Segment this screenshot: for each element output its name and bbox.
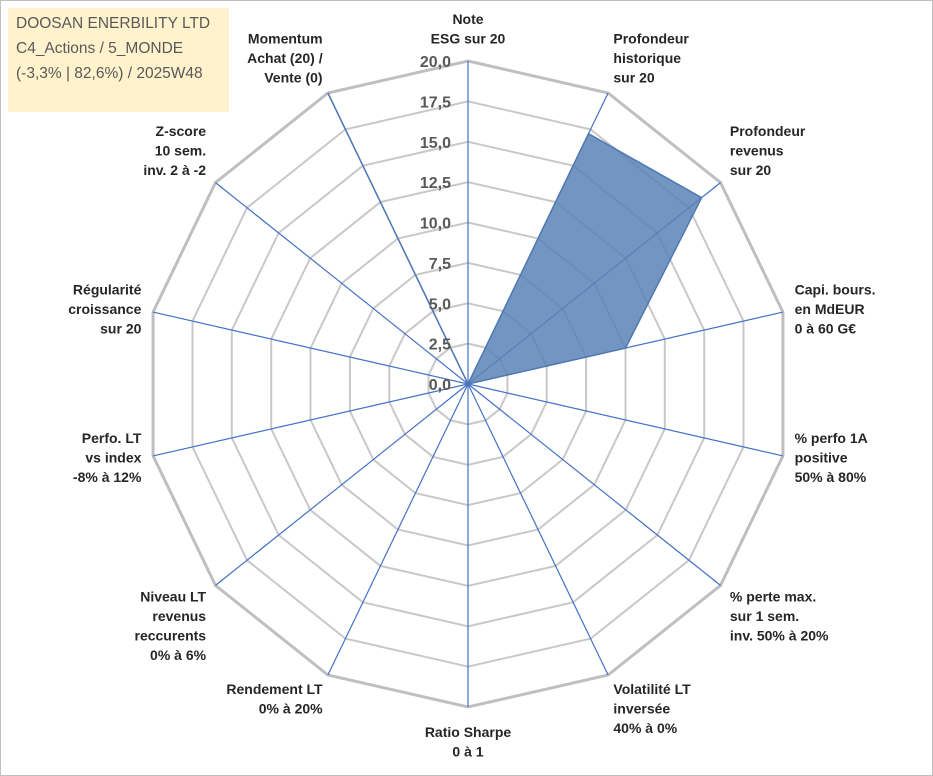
radial-tick-label: 17,5 xyxy=(420,94,451,111)
radial-tick-label: 20,0 xyxy=(420,54,451,71)
radial-tick-label: 7,5 xyxy=(429,256,451,273)
axis-label: Perfo. LT vs index -8% à 12% xyxy=(73,430,142,485)
radial-tick-label: 5,0 xyxy=(429,296,451,313)
radial-tick-label: 0,0 xyxy=(429,377,451,394)
axis-label: Profondeur revenus sur 20 xyxy=(730,123,806,178)
axis-label: Ratio Sharpe 0 à 1 xyxy=(425,724,512,760)
axis-label: Momentum Achat (20) / Vente (0) xyxy=(247,31,323,86)
axis-label: Profondeur historique sur 20 xyxy=(613,31,689,86)
axis-label: Rendement LT 0% à 20% xyxy=(226,681,323,717)
axis-label: Niveau LT revenus reccurents 0% à 6% xyxy=(135,589,207,664)
series-area xyxy=(327,92,703,386)
instrument-stats: (-3,3% | 82,6%) / 2025W48 xyxy=(16,65,203,82)
instrument-category: C4_Actions / 5_MONDE xyxy=(16,40,184,57)
axis-spoke xyxy=(467,383,784,457)
instrument-name: DOOSAN ENERBILITY LTD xyxy=(16,15,211,32)
axis-spoke xyxy=(152,311,469,385)
radial-tick-label: 15,0 xyxy=(420,135,451,152)
axis-label: Note ESG sur 20 xyxy=(431,11,506,47)
radial-tick-label: 12,5 xyxy=(420,175,451,192)
radial-tick-label: 2,5 xyxy=(429,337,451,354)
axis-spoke xyxy=(467,383,609,676)
axis-label: % perte max. sur 1 sem. inv. 50% à 20% xyxy=(730,589,829,644)
instrument-info-box: DOOSAN ENERBILITY LTD C4_Actions / 5_MON… xyxy=(8,8,229,112)
axis-labels: Note ESG sur 20 Profondeur historique sur 20… xyxy=(68,11,875,760)
axis-label: Régularité croissance sur 20 xyxy=(68,282,141,337)
axis-spoke xyxy=(327,383,469,676)
axis-label: Z-score 10 sem. inv. 2 à -2 xyxy=(143,123,206,178)
axis-label: % perfo 1A positive 50% à 80% xyxy=(795,430,868,485)
radar-series xyxy=(327,92,703,386)
radial-tick-label: 10,0 xyxy=(420,216,451,233)
axis-label: Capi. bours. en MdEUR 0 à 60 G€ xyxy=(795,282,876,337)
axis-label: Volatilité LT inversée 40% à 0% xyxy=(613,681,691,736)
axis-spoke xyxy=(215,182,469,385)
axis-spoke xyxy=(467,383,721,586)
axis-spoke xyxy=(152,383,469,457)
axis-spoke xyxy=(215,383,469,586)
radial-tick-labels: 0,0 2,5 5,0 7,5 10,0 12,5 15,0 17,5 20,0 xyxy=(420,54,451,394)
